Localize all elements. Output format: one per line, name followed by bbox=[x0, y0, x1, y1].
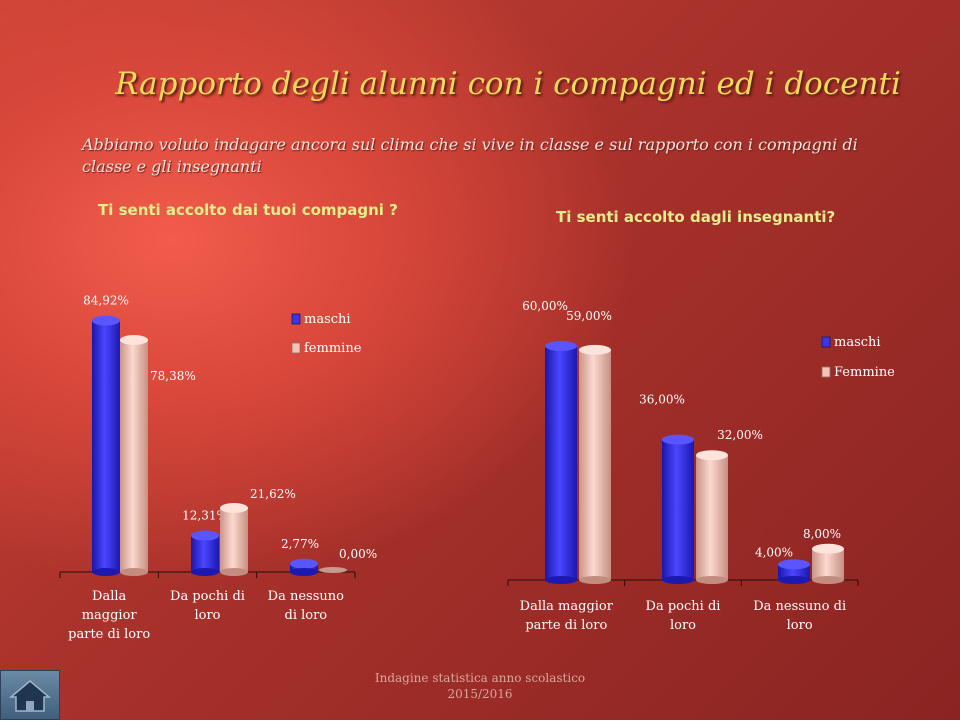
category-label: Dalla bbox=[92, 589, 126, 604]
bar-maschi bbox=[191, 535, 219, 572]
bar-base-maschi bbox=[92, 568, 120, 576]
bar-base-femmine bbox=[579, 576, 611, 584]
bar-top-maschi bbox=[290, 558, 318, 569]
legend-label: Femmine bbox=[834, 365, 895, 380]
bar-base-maschi bbox=[662, 576, 694, 584]
footer-line-2: 2015/2016 bbox=[447, 687, 513, 701]
bar-top-femmine bbox=[579, 344, 611, 355]
legend-label: maschi bbox=[304, 312, 351, 327]
bar-maschi bbox=[662, 439, 694, 580]
data-label: 12,31% bbox=[182, 509, 228, 523]
chart1-title: Ti senti accolto dai tuoi compagni ? bbox=[98, 201, 398, 219]
category-label: parte di loro bbox=[525, 618, 607, 633]
bar-top-maschi bbox=[191, 530, 219, 541]
bar-base-femmine bbox=[696, 576, 728, 584]
bar-base-femmine bbox=[812, 576, 844, 584]
data-label: 4,00% bbox=[755, 545, 793, 559]
bar-top-maschi bbox=[778, 559, 810, 570]
data-label: 2,77% bbox=[281, 537, 319, 551]
bar-base-femmine bbox=[220, 568, 248, 576]
legend-swatch-maschi bbox=[821, 336, 831, 348]
category-label: Da nessuno di bbox=[753, 599, 846, 614]
data-label: 8,00% bbox=[803, 527, 841, 541]
bar-top-femmine bbox=[812, 543, 844, 554]
slide-subtitle: Abbiamo voluto indagare ancora sul clima… bbox=[82, 135, 858, 176]
data-label: 21,62% bbox=[250, 487, 296, 501]
data-label: 32,00% bbox=[717, 428, 763, 442]
data-label: 60,00% bbox=[522, 299, 568, 313]
chart2-title: Ti senti accolto dagli insegnanti? bbox=[556, 208, 836, 226]
bar-femmine bbox=[696, 455, 728, 580]
legend-label: maschi bbox=[834, 335, 881, 350]
legend-swatch-femmine bbox=[291, 342, 301, 354]
legend-swatch-femmine bbox=[821, 366, 831, 378]
data-label: 59,00% bbox=[566, 309, 612, 323]
bar-femmine bbox=[812, 548, 844, 580]
bar-top-maschi bbox=[545, 341, 577, 351]
category-label: di loro bbox=[285, 608, 328, 623]
bar-femmine bbox=[579, 349, 611, 580]
bar-top-femmine bbox=[696, 450, 728, 461]
category-label: loro bbox=[670, 618, 696, 633]
data-label: 84,92% bbox=[83, 294, 129, 308]
category-label: loro bbox=[787, 618, 813, 633]
category-label: Da nessuno bbox=[268, 589, 344, 604]
data-label: 0,00% bbox=[339, 547, 377, 561]
bar-top-maschi bbox=[92, 315, 120, 326]
bar-femmine bbox=[220, 508, 248, 572]
bar-base-maschi bbox=[191, 568, 219, 576]
bar-femmine bbox=[120, 339, 148, 572]
category-label: Da pochi di bbox=[170, 589, 245, 604]
bar-top-femmine bbox=[220, 503, 248, 514]
bar-base-maschi bbox=[290, 568, 318, 576]
category-label: loro bbox=[194, 608, 220, 623]
category-label: Da pochi di bbox=[646, 599, 721, 614]
legend-label: femmine bbox=[304, 341, 362, 356]
bar-maschi bbox=[92, 320, 120, 572]
bar-base-femmine bbox=[120, 568, 148, 576]
slide-title: Rapporto degli alunni con i compagni ed … bbox=[115, 66, 901, 102]
bar-top-femmine bbox=[120, 334, 148, 345]
bar-femmine bbox=[319, 567, 347, 573]
bar-base-maschi bbox=[545, 576, 577, 584]
category-label: parte di loro bbox=[68, 627, 150, 642]
home-button[interactable] bbox=[0, 670, 60, 720]
category-label: Dalla maggior bbox=[520, 599, 614, 614]
bar-base-maschi bbox=[778, 576, 810, 584]
footer-line-1: Indagine statistica anno scolastico bbox=[374, 671, 586, 685]
home-icon bbox=[8, 680, 52, 712]
bar-top-maschi bbox=[662, 434, 694, 445]
data-label: 78,38% bbox=[150, 369, 196, 383]
bar-maschi bbox=[545, 346, 577, 580]
footer: Indagine statistica anno scolastico 2015… bbox=[330, 670, 630, 702]
data-label: 36,00% bbox=[639, 393, 685, 407]
legend-swatch-maschi bbox=[291, 313, 301, 325]
category-label: maggior bbox=[82, 608, 138, 623]
